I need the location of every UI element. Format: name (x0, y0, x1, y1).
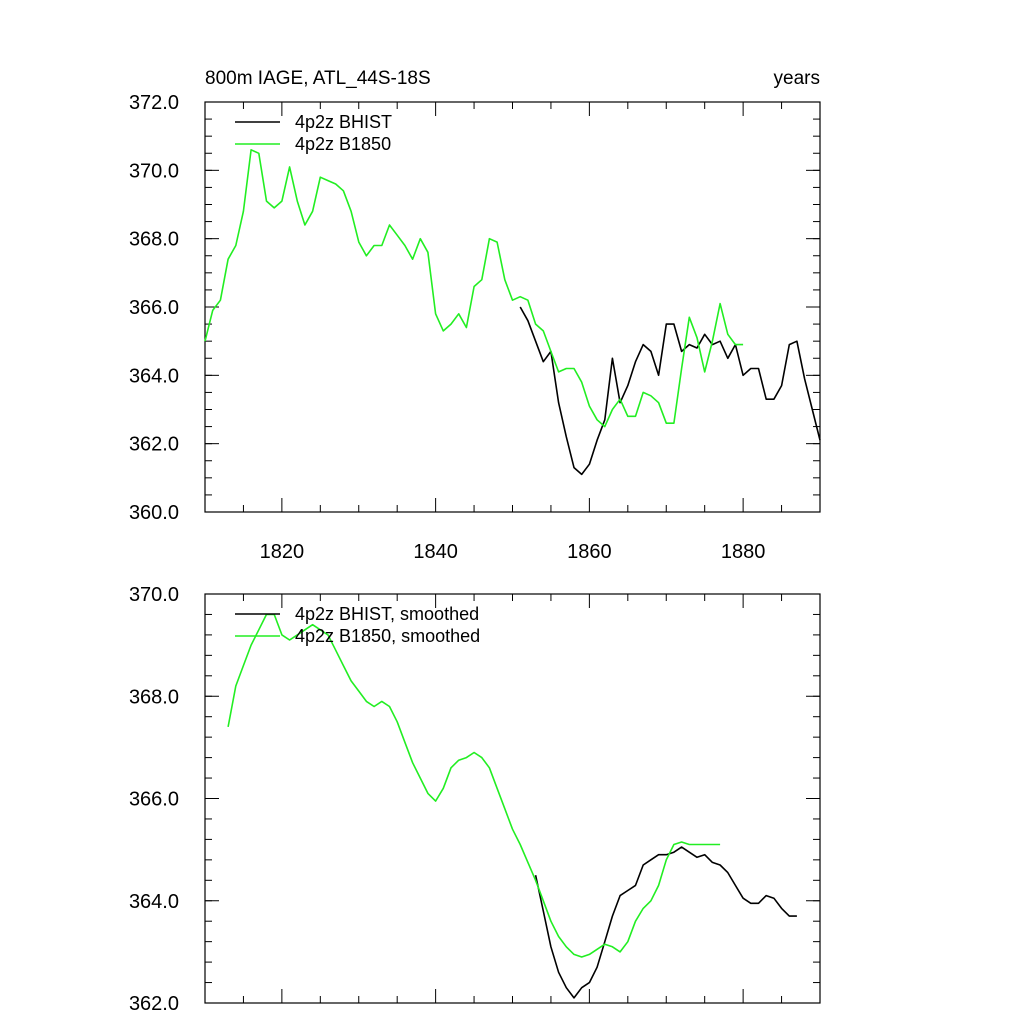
legend-label: 4p2z B1850, smoothed (295, 626, 480, 646)
series-line-bhist (519, 306, 821, 476)
y-tick-label: 372.0 (129, 92, 179, 114)
x-tick-label: 1820 (260, 541, 305, 563)
x-tick-label: 1860 (567, 541, 612, 563)
plot-frame (204, 101, 821, 513)
y-tick-label: 364.0 (129, 891, 179, 913)
y-tick-label: 362.0 (129, 434, 179, 456)
y-tick-label: 368.0 (129, 686, 179, 708)
y-tick-label: 366.0 (129, 789, 179, 811)
chart-title-left: 800m IAGE, ATL_44S-18S (205, 68, 431, 89)
x-tick-label: 1880 (721, 541, 766, 563)
series-line-bhist (534, 846, 797, 999)
legend-label: 4p2z BHIST, smoothed (295, 604, 479, 624)
y-tick-label: 370.0 (129, 584, 179, 606)
x-tick-label: 1840 (413, 541, 458, 563)
y-tick-label: 360.0 (129, 502, 179, 524)
y-tick-label: 362.0 (129, 993, 179, 1015)
chart-title-right: years (774, 68, 820, 89)
plot-frame (204, 593, 821, 1004)
chart-panel-2: 362.0 364.0 366.0 368.0 370.0 4p2z BHIST, smo… (129, 584, 821, 1015)
series-line-b1850 (204, 149, 744, 428)
legend-label: 4p2z B1850 (295, 134, 391, 154)
y-tick-label: 368.0 (129, 229, 179, 251)
y-tick-label: 364.0 (129, 365, 179, 387)
chart-panel-1: 360.0 362.0 364.0 366.0 368.0 370.0 372.0 1820 1… (129, 68, 821, 563)
series-line-b1850 (227, 613, 721, 958)
y-tick-label: 370.0 (129, 160, 179, 182)
legend-label: 4p2z BHIST (295, 112, 392, 132)
y-tick-label: 366.0 (129, 297, 179, 319)
